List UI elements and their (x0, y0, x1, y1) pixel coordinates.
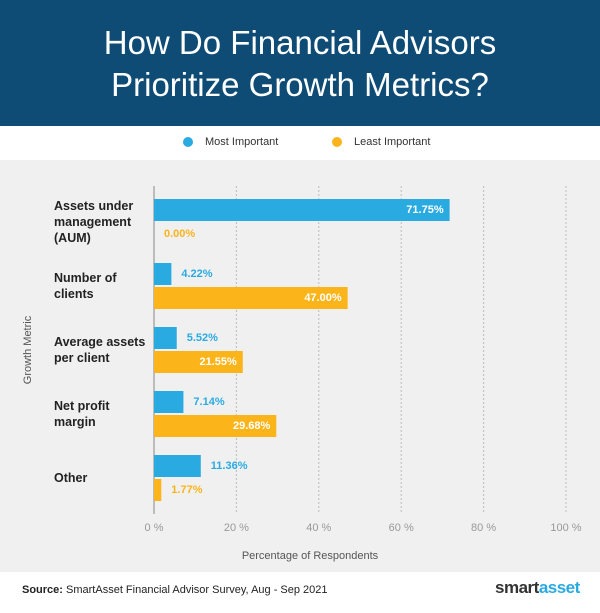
value-label: 11.36% (211, 460, 248, 472)
category-label: Assets under management (AUM) (54, 199, 134, 245)
value-label: 0.00% (164, 228, 195, 240)
bar (154, 263, 172, 285)
x-tick-label: 60 % (389, 522, 414, 534)
legend-label: Least Important (354, 136, 430, 148)
source-text: SmartAsset Financial Advisor Survey, Aug… (66, 584, 328, 596)
bar (154, 351, 243, 373)
value-label: 1.77% (171, 484, 202, 496)
value-label: 5.52% (187, 332, 218, 344)
x-axis-label: Percentage of Respondents (242, 550, 379, 562)
source-label: Source: (22, 584, 63, 596)
plot-panel (0, 160, 600, 572)
logo: smartasset (495, 578, 580, 598)
value-label: 4.22% (181, 268, 212, 280)
logo-part: asset (538, 578, 580, 597)
value-label: 29.68% (233, 420, 271, 432)
bar (154, 199, 450, 221)
bar (154, 287, 348, 309)
value-label: 7.14% (193, 396, 224, 408)
x-tick-label: 0 % (145, 522, 164, 534)
header: How Do Financial Advisors Prioritize Gro… (0, 0, 600, 126)
value-label: 71.75% (406, 204, 444, 216)
category-label: Net profit margin (54, 399, 110, 429)
bar (154, 391, 184, 413)
category-label: Other (54, 471, 88, 485)
category-label: Average assets per client (54, 335, 146, 365)
source: Source: SmartAsset Financial Advisor Sur… (22, 584, 328, 596)
logo-part: smart (495, 578, 539, 597)
value-label: 21.55% (199, 356, 237, 368)
bar (154, 415, 277, 437)
bar (154, 479, 162, 501)
x-tick-label: 80 % (471, 522, 496, 534)
bar (154, 455, 201, 477)
x-tick-label: 100 % (550, 522, 581, 534)
value-label: 47.00% (304, 292, 342, 304)
category-label: Number of clients (54, 271, 117, 301)
legend-marker (332, 137, 342, 147)
legend-marker (183, 137, 193, 147)
bar (154, 327, 177, 349)
legend-label: Most Important (205, 136, 278, 148)
x-tick-label: 20 % (224, 522, 249, 534)
x-tick-label: 40 % (306, 522, 331, 534)
chart-title: How Do Financial Advisors Prioritize Gro… (103, 24, 497, 103)
y-axis-label: Growth Metric (22, 315, 34, 384)
